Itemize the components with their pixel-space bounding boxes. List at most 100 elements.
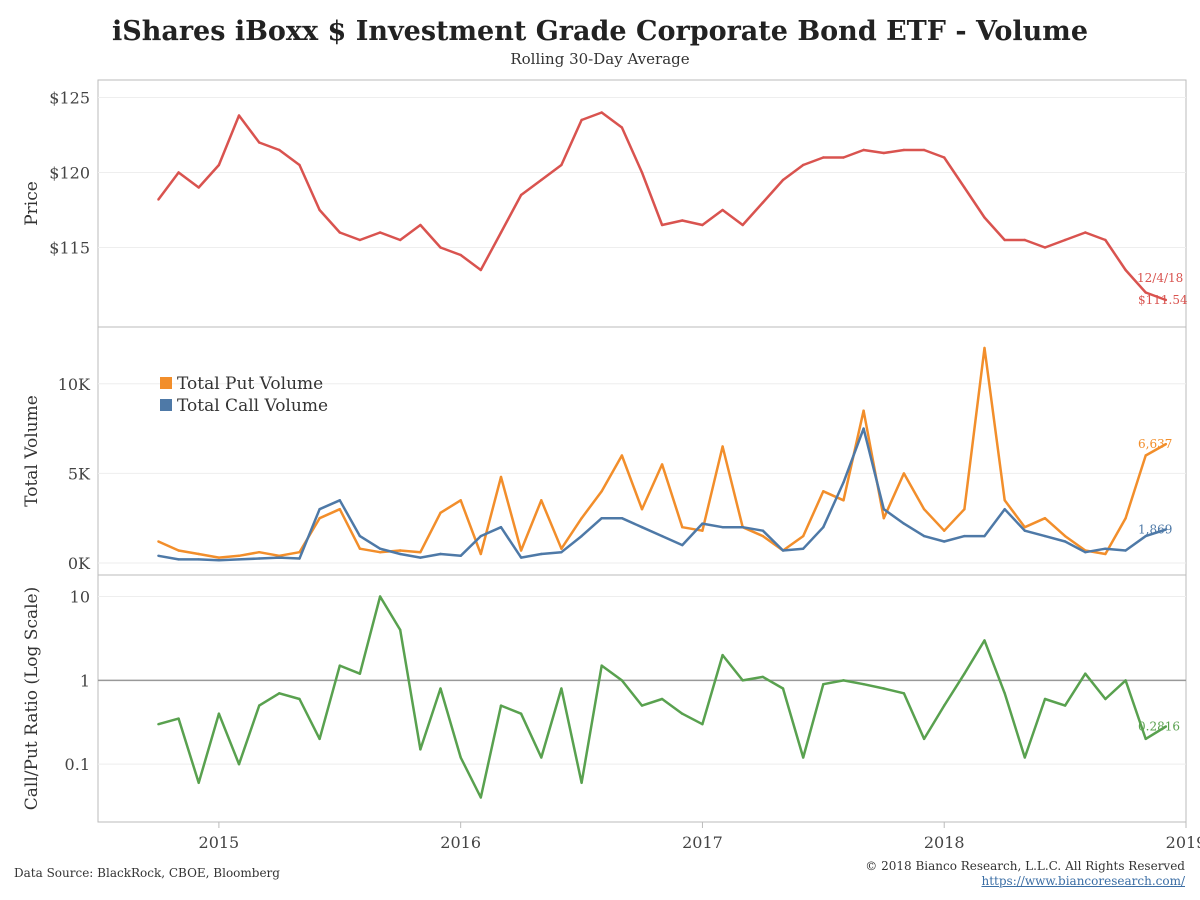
data-point [902, 692, 906, 695]
data-point [378, 551, 382, 554]
data-point [681, 543, 684, 547]
data-point [177, 549, 180, 552]
data-point [358, 238, 362, 242]
data-point [479, 534, 482, 538]
data-point [298, 163, 301, 167]
data-point [318, 208, 321, 212]
data-point [540, 499, 543, 502]
data-point [419, 223, 422, 227]
data-point [540, 178, 543, 182]
website-link[interactable]: https://www.biancoresearch.com/ [981, 874, 1185, 888]
data-point [479, 796, 482, 799]
data-point [499, 526, 503, 529]
data-point [842, 499, 845, 502]
data-point [1063, 238, 1067, 242]
data-point [419, 556, 422, 559]
data-point [318, 517, 321, 520]
data-point [1164, 528, 1168, 531]
data-point [258, 557, 261, 560]
legend-label: Total Put Volume [177, 374, 323, 394]
data-point [1023, 526, 1026, 529]
data-point [1063, 540, 1067, 543]
data-point [741, 526, 744, 529]
data-point [399, 628, 402, 632]
data-point [640, 526, 644, 529]
data-point [399, 238, 402, 242]
data-point [781, 687, 785, 690]
data-point [721, 526, 724, 529]
data-point [701, 223, 704, 227]
data-point [318, 508, 321, 511]
legend-swatch [160, 377, 172, 389]
data-point [963, 672, 966, 675]
data-point [459, 499, 462, 502]
data-point [842, 679, 845, 682]
data-point [1164, 298, 1168, 302]
last-date-label: 12/4/18 [1137, 271, 1183, 285]
series-line-3-1 [158, 595, 1167, 799]
data-point [177, 717, 180, 720]
x-tick-label: 2019 [1166, 833, 1200, 852]
data-point [902, 522, 906, 525]
data-point [278, 148, 281, 152]
data-point [681, 526, 684, 529]
data-point [882, 151, 885, 155]
data-point [540, 756, 543, 759]
data-point [660, 463, 664, 466]
data-point [963, 534, 966, 538]
x-tick-label: 2015 [199, 833, 240, 852]
data-point [681, 219, 684, 222]
data-point [842, 156, 845, 159]
data-point [197, 186, 200, 189]
data-point [519, 556, 523, 559]
data-point [560, 163, 563, 167]
y-tick-label: $115 [49, 239, 90, 258]
data-point [983, 534, 986, 538]
copyright-note: © 2018 Bianco Research, L.L.C. All Right… [865, 859, 1185, 873]
data-point [519, 193, 523, 197]
data-point [278, 692, 281, 695]
data-point [620, 126, 624, 129]
data-point [479, 268, 482, 272]
data-point [1144, 534, 1147, 538]
data-point [459, 756, 462, 759]
data-point [499, 231, 503, 234]
last-value-label: 0.2816 [1138, 719, 1180, 733]
data-point [620, 517, 624, 520]
data-point [519, 712, 523, 715]
data-point [922, 737, 926, 741]
data-point [157, 554, 160, 557]
data-point [943, 704, 946, 707]
data-point [640, 171, 644, 174]
data-point [600, 664, 603, 667]
data-point [822, 156, 825, 159]
y-axis-title: Call/Put Ratio (Log Scale) [22, 587, 42, 810]
data-point [318, 737, 321, 741]
data-point [802, 534, 805, 538]
data-point [761, 675, 765, 679]
data-point [419, 551, 422, 554]
data-point [802, 163, 805, 167]
data-point [298, 551, 301, 554]
data-point [540, 552, 543, 556]
y-tick-label: 10K [58, 375, 91, 394]
data-point [197, 558, 200, 561]
data-point [1043, 534, 1047, 538]
data-point [1164, 725, 1168, 728]
data-point [157, 723, 160, 726]
data-point [660, 697, 664, 701]
data-point [640, 508, 644, 511]
y-tick-label: 0K [68, 554, 91, 573]
data-point [1043, 517, 1047, 520]
data-point [580, 517, 583, 520]
data-point [378, 595, 382, 598]
last-value-label: 6,637 [1138, 437, 1172, 451]
data-point [922, 148, 926, 152]
data-point [1104, 697, 1107, 701]
data-point [358, 534, 362, 538]
data-point [922, 534, 926, 538]
panel-frame-1 [97, 79, 1187, 328]
data-point [943, 529, 946, 532]
data-point [1124, 549, 1127, 552]
data-point [1003, 499, 1006, 502]
